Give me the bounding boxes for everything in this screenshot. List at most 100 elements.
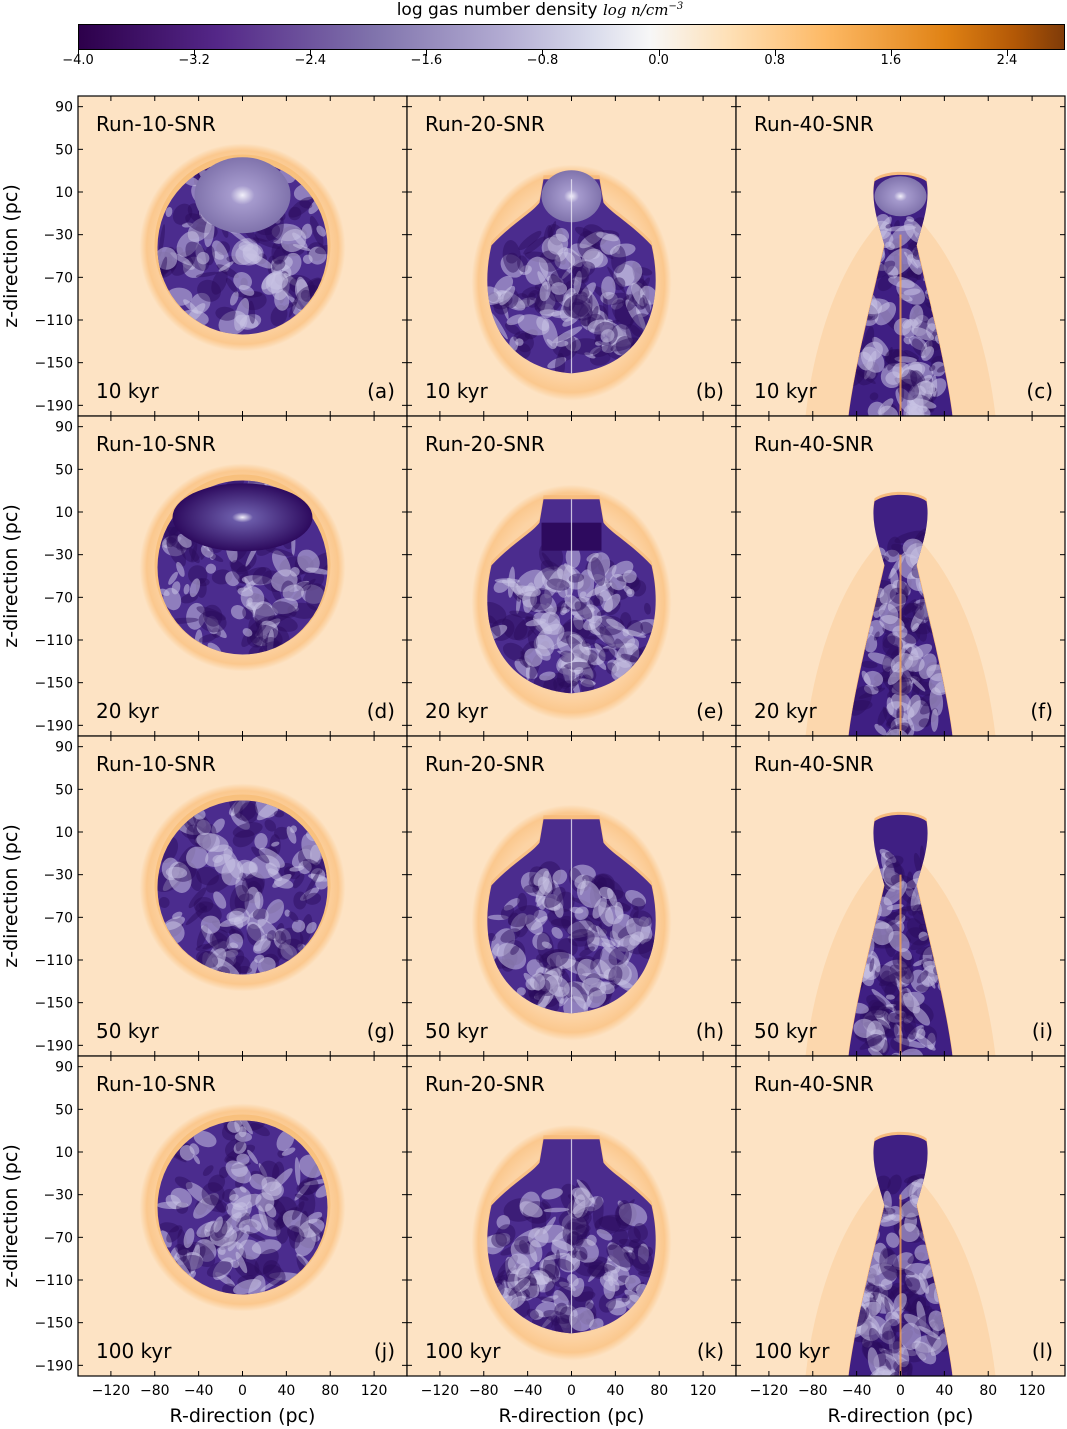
panel-k: Run-20-SNR 100 kyr (k) xyxy=(407,1056,736,1376)
panel-j: Run-10-SNR 100 kyr (j) xyxy=(78,1056,407,1376)
ytick-label: −190 xyxy=(35,1038,73,1054)
ytick-label: 10 xyxy=(55,1145,73,1161)
x-axis-label: R-direction (pc) xyxy=(828,1405,974,1427)
panel-letter-label: (c) xyxy=(1026,379,1053,403)
xtick-label: −40 xyxy=(842,1383,872,1399)
xtick-label: −80 xyxy=(798,1383,828,1399)
panel-i: Run-40-SNR 50 kyr (i) xyxy=(736,736,1065,1080)
ytick-label: −150 xyxy=(35,996,73,1012)
ytick-label: −70 xyxy=(43,270,73,286)
panel-letter-label: (l) xyxy=(1032,1339,1053,1363)
panel-f: Run-40-SNR 20 kyr (f) xyxy=(736,416,1065,757)
y-axis-label: z-direction (pc) xyxy=(0,504,22,647)
panel-run-label: Run-10-SNR xyxy=(96,1072,216,1096)
panel-time-label: 10 kyr xyxy=(96,379,160,403)
panel-h: Run-20-SNR 50 kyr (h) xyxy=(407,736,736,1056)
xtick-label: 80 xyxy=(650,1383,668,1399)
xtick-label: 40 xyxy=(277,1383,295,1399)
xtick-label: −80 xyxy=(469,1383,499,1399)
panel-run-label: Run-20-SNR xyxy=(425,432,545,456)
panel-run-label: Run-20-SNR xyxy=(425,752,545,776)
xtick-label: −120 xyxy=(750,1383,788,1399)
xtick-label: 0 xyxy=(896,1383,905,1399)
panel-letter-label: (f) xyxy=(1030,699,1053,723)
y-axis-label: z-direction (pc) xyxy=(0,824,22,967)
x-axis-label: R-direction (pc) xyxy=(170,1405,316,1427)
y-axis-label: z-direction (pc) xyxy=(0,184,22,327)
ytick-label: −150 xyxy=(35,676,73,692)
panel-time-label: 100 kyr xyxy=(425,1339,501,1363)
panel-run-label: Run-10-SNR xyxy=(96,112,216,136)
panel-time-label: 100 kyr xyxy=(754,1339,830,1363)
xtick-label: −40 xyxy=(513,1383,543,1399)
panel-time-label: 50 kyr xyxy=(96,1019,160,1043)
xtick-label: 120 xyxy=(1019,1383,1046,1399)
ytick-label: −70 xyxy=(43,1230,73,1246)
panel-time-label: 20 kyr xyxy=(96,699,160,723)
central-bubble xyxy=(875,176,927,216)
panel-run-label: Run-40-SNR xyxy=(754,112,874,136)
panel-letter-label: (k) xyxy=(697,1339,724,1363)
xtick-label: 120 xyxy=(690,1383,717,1399)
panel-time-label: 10 kyr xyxy=(754,379,818,403)
panel-e: Run-20-SNR 20 kyr (e) xyxy=(407,416,736,736)
panel-b: Run-20-SNR 10 kyr (b) xyxy=(407,96,736,416)
panel-letter-label: (g) xyxy=(367,1019,395,1043)
panel-time-label: 100 kyr xyxy=(96,1339,172,1363)
ytick-label: 50 xyxy=(55,142,73,158)
ytick-label: −70 xyxy=(43,590,73,606)
xtick-label: 40 xyxy=(935,1383,953,1399)
panel-time-label: 20 kyr xyxy=(425,699,489,723)
ytick-label: −70 xyxy=(43,910,73,926)
panel-run-label: Run-20-SNR xyxy=(425,112,545,136)
y-axis-label: z-direction (pc) xyxy=(0,1144,22,1287)
xtick-label: −120 xyxy=(92,1383,130,1399)
ytick-label: 90 xyxy=(55,100,73,116)
ytick-label: −110 xyxy=(35,953,73,969)
panel-run-label: Run-10-SNR xyxy=(96,752,216,776)
panel-letter-label: (h) xyxy=(696,1019,724,1043)
panel-letter-label: (i) xyxy=(1032,1019,1053,1043)
xtick-label: 120 xyxy=(361,1383,388,1399)
xtick-label: 0 xyxy=(238,1383,247,1399)
ytick-label: −110 xyxy=(35,633,73,649)
xtick-label: −80 xyxy=(140,1383,170,1399)
central-bubble xyxy=(195,157,291,233)
panel-d: Run-10-SNR 20 kyr (d) xyxy=(78,416,407,736)
ytick-label: 50 xyxy=(55,1102,73,1118)
panel-run-label: Run-20-SNR xyxy=(425,1072,545,1096)
xtick-label: 80 xyxy=(321,1383,339,1399)
ytick-label: 90 xyxy=(55,740,73,756)
ytick-label: 90 xyxy=(55,1060,73,1076)
xtick-label: −40 xyxy=(184,1383,214,1399)
panel-letter-label: (e) xyxy=(696,699,724,723)
xtick-label: 40 xyxy=(606,1383,624,1399)
ytick-label: −30 xyxy=(43,1188,73,1204)
ytick-label: 10 xyxy=(55,825,73,841)
ytick-label: −30 xyxy=(43,868,73,884)
central-bubble xyxy=(173,483,313,551)
panel-l: Run-40-SNR 100 kyr (l) xyxy=(736,1056,1065,1395)
xtick-label: −120 xyxy=(421,1383,459,1399)
ytick-label: 50 xyxy=(55,462,73,478)
panel-letter-label: (d) xyxy=(367,699,395,723)
panel-time-label: 50 kyr xyxy=(425,1019,489,1043)
ytick-label: −150 xyxy=(35,1316,73,1332)
ytick-label: −190 xyxy=(35,398,73,414)
ytick-label: −30 xyxy=(43,228,73,244)
xtick-label: 80 xyxy=(979,1383,997,1399)
panel-letter-label: (b) xyxy=(696,379,724,403)
panel-c: Run-40-SNR 10 kyr (c) xyxy=(736,96,1065,435)
ytick-label: −30 xyxy=(43,548,73,564)
panel-letter-label: (a) xyxy=(367,379,395,403)
ytick-label: 10 xyxy=(55,185,73,201)
panel-run-label: Run-40-SNR xyxy=(754,752,874,776)
ytick-label: −190 xyxy=(35,1358,73,1374)
panel-g: Run-10-SNR 50 kyr (g) xyxy=(78,736,407,1056)
panel-letter-label: (j) xyxy=(374,1339,395,1363)
ytick-label: −110 xyxy=(35,1273,73,1289)
panel-run-label: Run-10-SNR xyxy=(96,432,216,456)
panel-time-label: 50 kyr xyxy=(754,1019,818,1043)
